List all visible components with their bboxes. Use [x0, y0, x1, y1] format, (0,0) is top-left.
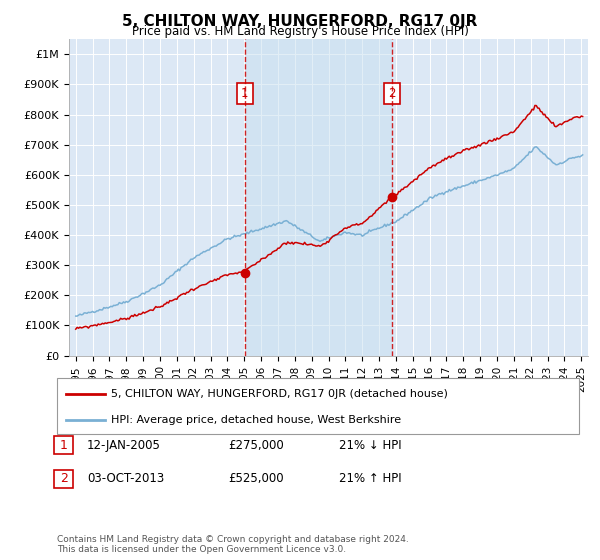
Text: 12-JAN-2005: 12-JAN-2005 — [87, 438, 161, 452]
Text: HPI: Average price, detached house, West Berkshire: HPI: Average price, detached house, West… — [111, 415, 401, 425]
Text: 5, CHILTON WAY, HUNGERFORD, RG17 0JR: 5, CHILTON WAY, HUNGERFORD, RG17 0JR — [122, 14, 478, 29]
Text: £525,000: £525,000 — [228, 472, 284, 486]
Text: Price paid vs. HM Land Registry's House Price Index (HPI): Price paid vs. HM Land Registry's House … — [131, 25, 469, 38]
Text: 2: 2 — [59, 472, 68, 486]
Text: 1: 1 — [59, 438, 68, 452]
Bar — [245, 39, 392, 356]
Text: £275,000: £275,000 — [228, 438, 284, 452]
Text: 03-OCT-2013: 03-OCT-2013 — [87, 472, 164, 486]
Text: 5, CHILTON WAY, HUNGERFORD, RG17 0JR (detached house): 5, CHILTON WAY, HUNGERFORD, RG17 0JR (de… — [111, 389, 448, 399]
Text: 2: 2 — [388, 87, 395, 100]
Text: Contains HM Land Registry data © Crown copyright and database right 2024.
This d: Contains HM Land Registry data © Crown c… — [57, 535, 409, 554]
Text: 21% ↑ HPI: 21% ↑ HPI — [339, 472, 401, 486]
Text: 1: 1 — [241, 87, 248, 100]
Text: 21% ↓ HPI: 21% ↓ HPI — [339, 438, 401, 452]
